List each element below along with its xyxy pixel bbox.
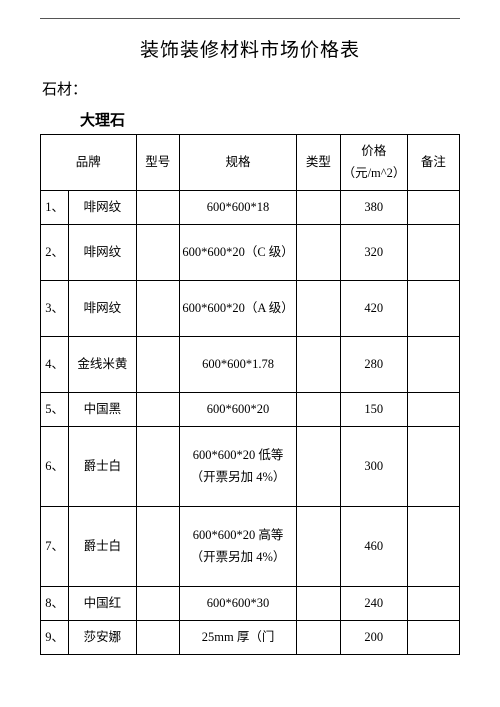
col-brand: 品牌 bbox=[41, 135, 137, 191]
table-row: 7、爵士白 600*600*20 高等（开票另加 4%） 460 bbox=[41, 507, 460, 587]
table-row: 1、啡网纹 600*600*18 380 bbox=[41, 191, 460, 225]
cell-model bbox=[136, 427, 179, 507]
cell-type bbox=[297, 507, 340, 587]
cell-note bbox=[407, 587, 459, 621]
col-spec: 规格 bbox=[179, 135, 296, 191]
cell-price: 280 bbox=[340, 337, 407, 393]
cell-type bbox=[297, 225, 340, 281]
cell-spec: 600*600*20 低等（开票另加 4%） bbox=[179, 427, 296, 507]
cell-model bbox=[136, 191, 179, 225]
cell-model bbox=[136, 587, 179, 621]
cell-brand: 金线米黄 bbox=[69, 337, 136, 393]
cell-price: 200 bbox=[340, 621, 407, 655]
cell-note bbox=[407, 191, 459, 225]
table-row: 6、爵士白 600*600*20 低等（开票另加 4%） 300 bbox=[41, 427, 460, 507]
cell-note bbox=[407, 225, 459, 281]
cell-note bbox=[407, 281, 459, 337]
cell-type bbox=[297, 427, 340, 507]
cell-type bbox=[297, 281, 340, 337]
page-title: 装饰装修材料市场价格表 bbox=[40, 35, 460, 62]
col-model: 型号 bbox=[136, 135, 179, 191]
cell-note bbox=[407, 337, 459, 393]
cell-price: 240 bbox=[340, 587, 407, 621]
top-rule bbox=[40, 18, 460, 19]
cell-idx: 8、 bbox=[41, 587, 69, 621]
table-row: 5、中国黑 600*600*20 150 bbox=[41, 393, 460, 427]
cell-price: 300 bbox=[340, 427, 407, 507]
cell-idx: 9、 bbox=[41, 621, 69, 655]
cell-note bbox=[407, 621, 459, 655]
sub-heading: 大理石 bbox=[80, 109, 460, 130]
cell-brand: 爵士白 bbox=[69, 427, 136, 507]
cell-note bbox=[407, 507, 459, 587]
cell-spec: 25mm 厚（门 bbox=[179, 621, 296, 655]
table-row: 4、金线米黄 600*600*1.78 280 bbox=[41, 337, 460, 393]
cell-price: 320 bbox=[340, 225, 407, 281]
col-price: 价格（元/m^2） bbox=[340, 135, 407, 191]
cell-price: 150 bbox=[340, 393, 407, 427]
table-header-row: 品牌 型号 规格 类型 价格（元/m^2） 备注 bbox=[41, 135, 460, 191]
cell-type bbox=[297, 191, 340, 225]
cell-idx: 7、 bbox=[41, 507, 69, 587]
section-label: 石材： bbox=[42, 78, 460, 99]
cell-idx: 6、 bbox=[41, 427, 69, 507]
cell-type bbox=[297, 393, 340, 427]
cell-idx: 4、 bbox=[41, 337, 69, 393]
col-type: 类型 bbox=[297, 135, 340, 191]
cell-spec: 600*600*30 bbox=[179, 587, 296, 621]
cell-idx: 5、 bbox=[41, 393, 69, 427]
table-row: 2、啡网纹 600*600*20（C 级） 320 bbox=[41, 225, 460, 281]
table-row: 9、莎安娜 25mm 厚（门 200 bbox=[41, 621, 460, 655]
cell-type bbox=[297, 621, 340, 655]
cell-model bbox=[136, 507, 179, 587]
cell-brand: 爵士白 bbox=[69, 507, 136, 587]
cell-idx: 3、 bbox=[41, 281, 69, 337]
cell-model bbox=[136, 621, 179, 655]
cell-price: 420 bbox=[340, 281, 407, 337]
table-row: 3、啡网纹 600*600*20（A 级） 420 bbox=[41, 281, 460, 337]
cell-brand: 中国红 bbox=[69, 587, 136, 621]
cell-spec: 600*600*20（C 级） bbox=[179, 225, 296, 281]
cell-model bbox=[136, 337, 179, 393]
cell-price: 380 bbox=[340, 191, 407, 225]
cell-model bbox=[136, 393, 179, 427]
cell-type bbox=[297, 587, 340, 621]
price-table: 品牌 型号 规格 类型 价格（元/m^2） 备注 1、啡网纹600*600*18… bbox=[40, 134, 460, 655]
cell-brand: 中国黑 bbox=[69, 393, 136, 427]
cell-brand: 啡网纹 bbox=[69, 225, 136, 281]
table-body: 1、啡网纹600*600*183802、啡网纹600*600*20（C 级）32… bbox=[41, 191, 460, 655]
cell-brand: 莎安娜 bbox=[69, 621, 136, 655]
cell-idx: 1、 bbox=[41, 191, 69, 225]
cell-price: 460 bbox=[340, 507, 407, 587]
cell-spec: 600*600*18 bbox=[179, 191, 296, 225]
col-note: 备注 bbox=[407, 135, 459, 191]
table-row: 8、中国红 600*600*30 240 bbox=[41, 587, 460, 621]
cell-spec: 600*600*20 bbox=[179, 393, 296, 427]
cell-spec: 600*600*1.78 bbox=[179, 337, 296, 393]
cell-type bbox=[297, 337, 340, 393]
cell-note bbox=[407, 427, 459, 507]
cell-note bbox=[407, 393, 459, 427]
cell-idx: 2、 bbox=[41, 225, 69, 281]
cell-spec: 600*600*20 高等（开票另加 4%） bbox=[179, 507, 296, 587]
cell-brand: 啡网纹 bbox=[69, 281, 136, 337]
cell-brand: 啡网纹 bbox=[69, 191, 136, 225]
cell-model bbox=[136, 225, 179, 281]
cell-model bbox=[136, 281, 179, 337]
cell-spec: 600*600*20（A 级） bbox=[179, 281, 296, 337]
